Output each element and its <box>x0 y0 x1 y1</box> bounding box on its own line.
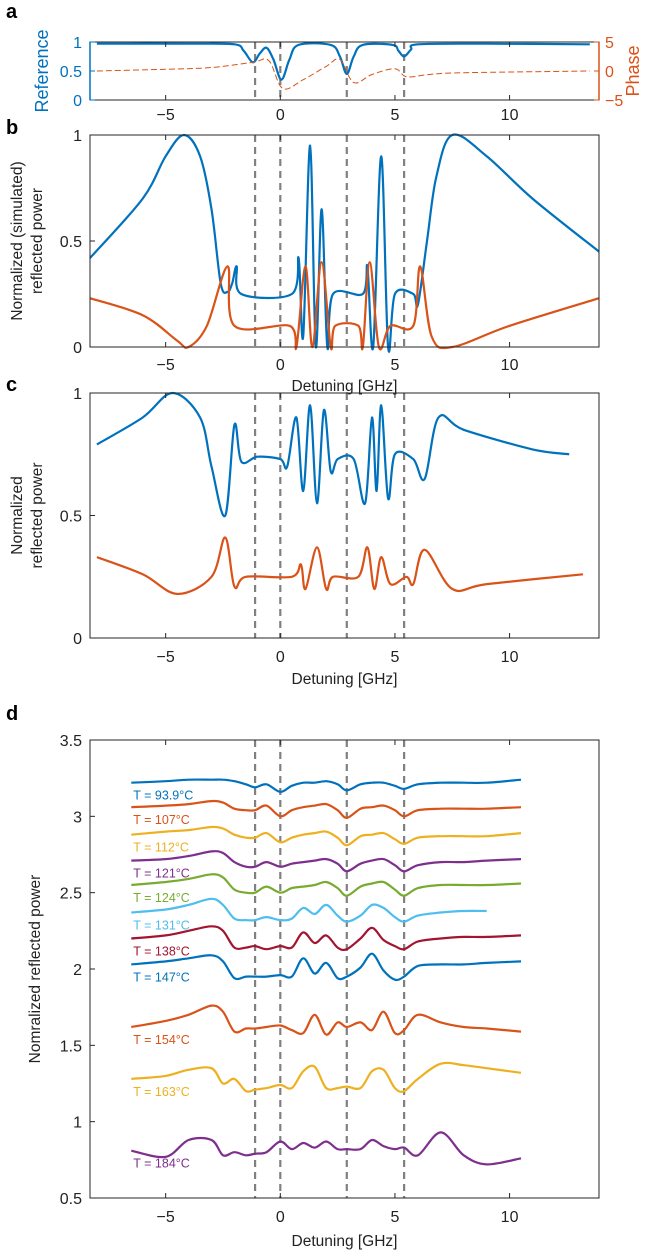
y-tick-label: 0 <box>73 631 82 648</box>
axes-box <box>89 134 600 348</box>
series-line-orange <box>96 536 584 596</box>
series-line-T2 <box>131 825 522 847</box>
y-tick-label: 0.5 <box>60 64 82 81</box>
series-label: T = 124°C <box>133 891 190 905</box>
series-label: T = 121°C <box>133 867 190 881</box>
x-tick-label: 5 <box>390 649 399 666</box>
y-tick-label: 2.5 <box>60 886 82 903</box>
x-tick-label: 5 <box>390 1209 399 1226</box>
series-line-T1 <box>131 799 522 819</box>
series-line-blue <box>96 391 570 518</box>
x-axis-label: Detuning [GHz] <box>292 671 398 688</box>
series-line-blue <box>89 133 600 353</box>
x-tick-label: 10 <box>501 357 519 374</box>
x-axis-label: Detuning [GHz] <box>292 378 398 395</box>
series-label: T = 184°C <box>133 1157 190 1171</box>
series-label: T = 107°C <box>133 813 190 827</box>
x-tick-label: −5 <box>157 357 175 374</box>
x-tick-label: −5 <box>157 107 175 124</box>
series-line-T5 <box>131 897 487 923</box>
series-label: T = 154°C <box>133 1033 190 1047</box>
y-axis-label: reflected power <box>29 188 46 294</box>
series-line-orange <box>89 261 600 351</box>
y-tick-label: 0.5 <box>60 509 82 526</box>
y-tick-label: 0 <box>73 93 82 110</box>
x-tick-label: 0 <box>276 649 285 666</box>
panel-letter-c: c <box>6 374 17 396</box>
series-label: T = 138°C <box>133 944 190 958</box>
series-label: T = 163°C <box>133 1085 190 1099</box>
chart-panel-d: T = 93.9°C T = 107°C T = 112°C T = 121°C T =… <box>27 733 600 1250</box>
x-tick-label: 5 <box>390 107 399 124</box>
x-tick-label: 10 <box>501 107 519 124</box>
chart-panel-a: −5 0 5 10 0 0.5 1 −5 0 5 Phase Reference <box>32 29 643 124</box>
series-line-reference <box>96 42 590 81</box>
y-tick-label: 3 <box>73 809 82 826</box>
y-tick-label-right: 0 <box>605 64 614 81</box>
series-label: T = 131°C <box>133 919 190 933</box>
x-tick-label: 10 <box>501 649 519 666</box>
panel-letter-b: b <box>6 117 18 139</box>
series-label: T = 93.9°C <box>133 789 193 803</box>
series-line-T10 <box>131 1131 522 1166</box>
y-axis-label: Reference <box>32 29 52 112</box>
x-axis-label: Detuning [GHz] <box>292 1233 398 1250</box>
series-line-T0 <box>131 778 522 793</box>
y-tick-label: 3.5 <box>60 733 82 750</box>
panel-letter-d: d <box>6 703 18 725</box>
series-line-T7 <box>131 952 522 982</box>
x-tick-label: 0 <box>276 357 285 374</box>
x-tick-label: 5 <box>390 357 399 374</box>
y-tick-label: 1 <box>73 35 82 52</box>
axes-box <box>89 739 600 1199</box>
y-tick-label: 1.5 <box>60 1038 82 1055</box>
y-tick-label: 2 <box>73 962 82 979</box>
panel-letter-a: a <box>6 1 18 23</box>
series-label: T = 112°C <box>133 841 189 855</box>
chart-panel-b: −5 0 5 10 0 0.5 1 Normalized (simulated) reflect… <box>9 128 600 395</box>
x-tick-label: 0 <box>276 1209 285 1226</box>
y-tick-label-right: −5 <box>605 93 623 110</box>
y-axis-label-right: Phase <box>623 45 643 96</box>
y-tick-label: 0.5 <box>60 234 82 251</box>
x-tick-label: −5 <box>157 1209 175 1226</box>
y-axis-label: reflected power <box>29 463 46 569</box>
series-line-T4 <box>131 873 522 897</box>
y-axis-label: Normalized <box>9 476 26 554</box>
series-line-T3 <box>131 850 522 873</box>
x-tick-label: 10 <box>501 1209 519 1226</box>
y-axis-label: Normalized (simulated) <box>9 161 26 320</box>
series-line-T6 <box>131 925 522 952</box>
y-tick-label-right: 5 <box>605 35 614 52</box>
series-line-T8 <box>131 1004 522 1036</box>
x-tick-label: −5 <box>157 649 175 666</box>
y-tick-label: 1 <box>73 1115 82 1132</box>
y-tick-label: 0 <box>73 340 82 357</box>
series-label: T = 147°C <box>133 970 190 984</box>
series-line-phase <box>96 58 590 90</box>
y-tick-label: 0.5 <box>60 1191 82 1208</box>
y-axis-label: Nomralized reflected power <box>27 875 44 1064</box>
x-tick-label: 0 <box>276 107 285 124</box>
axes-box <box>89 392 600 639</box>
y-tick-label: 1 <box>73 128 82 145</box>
y-tick-label: 1 <box>73 386 82 403</box>
chart-panel-c: −5 0 5 10 0 0.5 1 Normalized reflected power Detu… <box>9 386 600 688</box>
series-line-T9 <box>131 1061 522 1093</box>
